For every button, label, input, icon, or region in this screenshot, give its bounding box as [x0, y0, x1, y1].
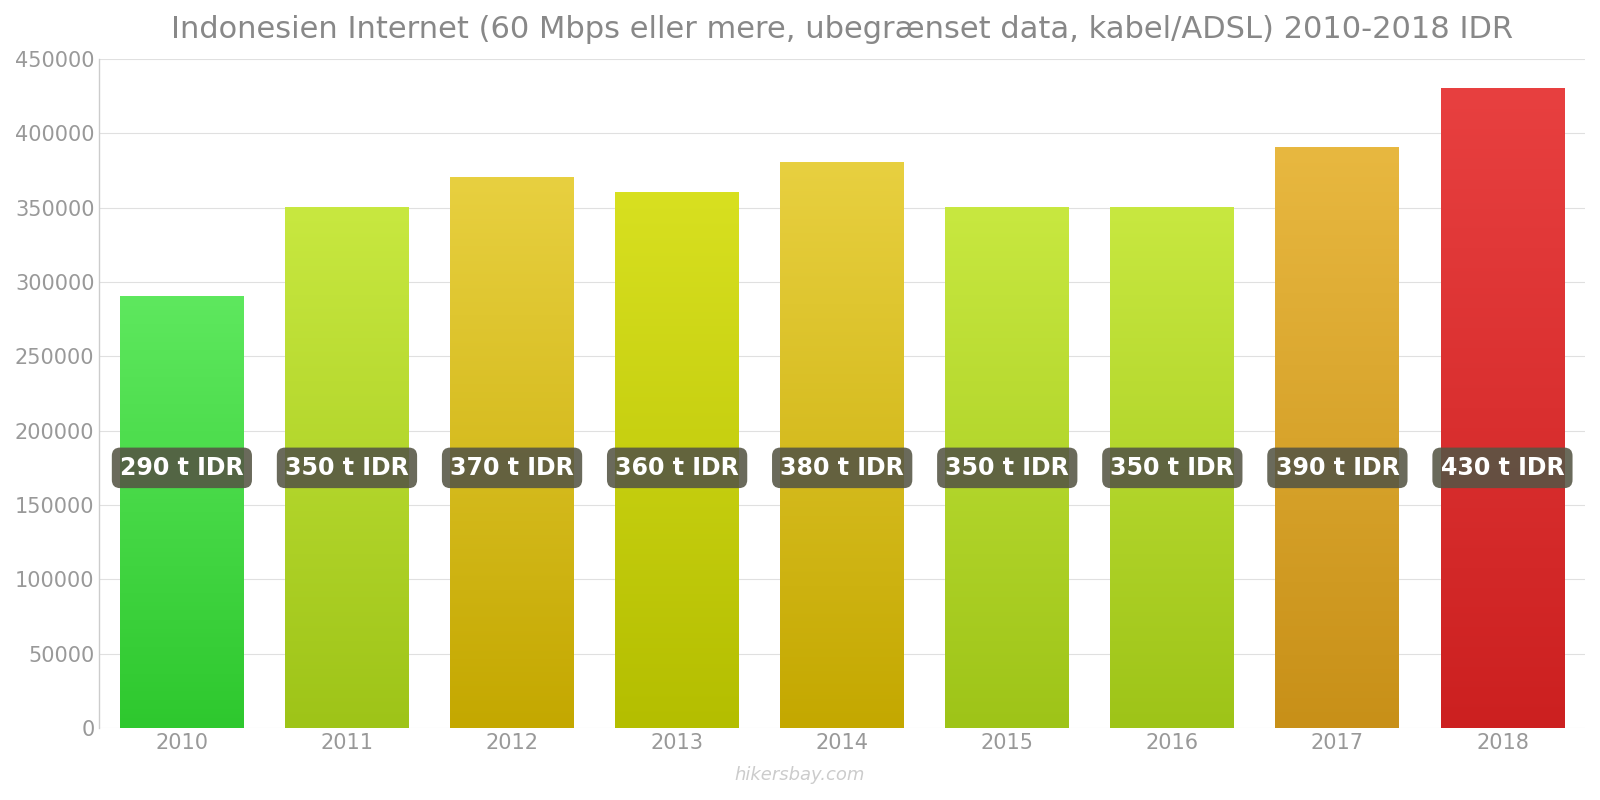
- Text: 290 t IDR: 290 t IDR: [120, 456, 243, 480]
- Text: 360 t IDR: 360 t IDR: [616, 456, 739, 480]
- Text: 350 t IDR: 350 t IDR: [285, 456, 410, 480]
- Text: 350 t IDR: 350 t IDR: [1110, 456, 1234, 480]
- Text: 430 t IDR: 430 t IDR: [1440, 456, 1565, 480]
- Text: 370 t IDR: 370 t IDR: [450, 456, 574, 480]
- Text: 350 t IDR: 350 t IDR: [946, 456, 1069, 480]
- Text: hikersbay.com: hikersbay.com: [734, 766, 866, 784]
- Text: 390 t IDR: 390 t IDR: [1275, 456, 1400, 480]
- Text: 380 t IDR: 380 t IDR: [781, 456, 904, 480]
- Title: Indonesien Internet (60 Mbps eller mere, ubegrænset data, kabel/ADSL) 2010-2018 : Indonesien Internet (60 Mbps eller mere,…: [171, 15, 1514, 44]
